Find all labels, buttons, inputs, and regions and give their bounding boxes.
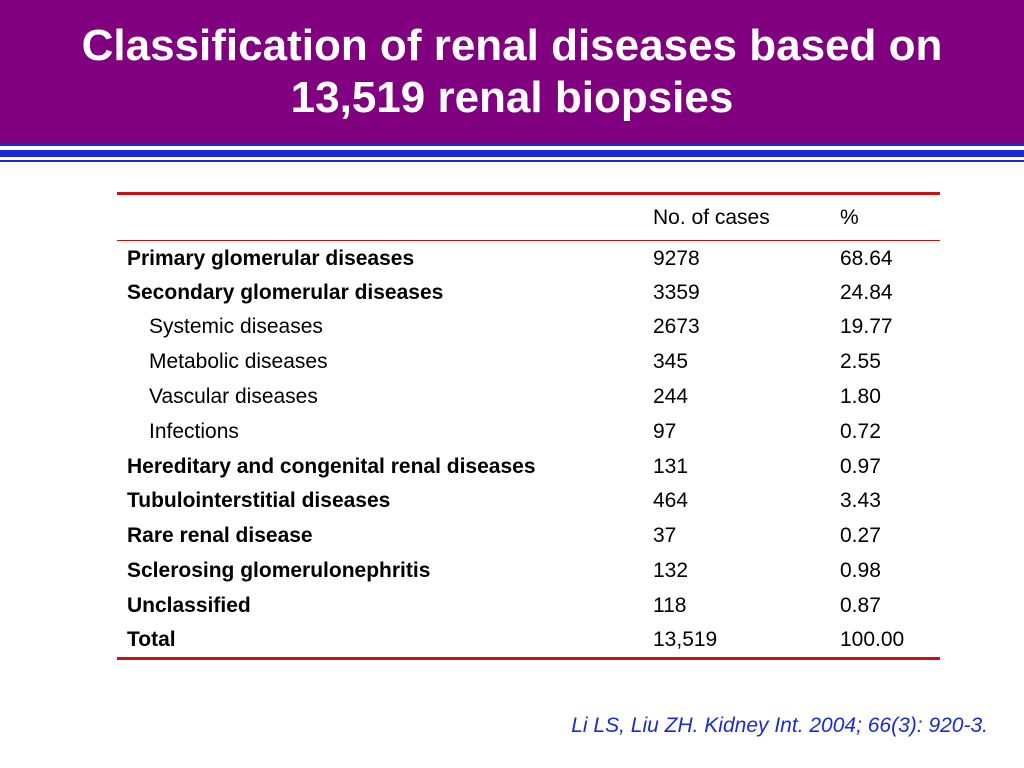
table-row: Primary glomerular diseases 9278 68.64 — [117, 241, 940, 276]
row-percent: 100.00 — [840, 627, 905, 651]
row-cases: 9278 — [653, 247, 700, 271]
row-percent: 0.72 — [840, 419, 881, 443]
title-divider-thin — [0, 143, 1024, 146]
row-cases: 464 — [653, 489, 689, 513]
table-row: Rare renal disease 37 0.27 — [117, 519, 940, 554]
row-label: Total — [127, 627, 176, 651]
row-label: Infections — [149, 419, 239, 443]
table-row: Infections 97 0.72 — [117, 414, 940, 449]
table-header-row: No. of cases % — [117, 193, 940, 241]
row-label: Metabolic diseases — [149, 350, 328, 374]
header-percent-column: % — [840, 205, 859, 229]
row-label: Systemic diseases — [149, 315, 323, 339]
slide-title: Classification of renal diseases based o… — [81, 20, 943, 122]
row-percent: 68.64 — [840, 247, 893, 271]
citation: Li LS, Liu ZH. Kidney Int. 2004; 66(3): … — [571, 714, 988, 737]
table-row: Unclassified 118 0.87 — [117, 588, 940, 623]
table-row: Secondary glomerular diseases 3359 24.84 — [117, 275, 940, 310]
row-label: Unclassified — [127, 593, 251, 617]
row-percent: 0.98 — [840, 559, 881, 583]
title-divider-bottom — [0, 160, 1024, 162]
row-cases: 118 — [653, 593, 687, 617]
row-label: Vascular diseases — [149, 385, 318, 409]
row-label: Sclerosing glomerulonephritis — [127, 559, 431, 583]
row-cases: 13,519 — [653, 627, 718, 651]
row-label: Secondary glomerular diseases — [127, 280, 444, 304]
row-cases: 244 — [653, 385, 689, 409]
title-divider-thick — [0, 150, 1024, 157]
row-percent: 0.87 — [840, 593, 881, 617]
row-percent: 0.27 — [840, 524, 881, 548]
row-percent: 19.77 — [840, 315, 893, 339]
table-body: Primary glomerular diseases 9278 68.64 Seco… — [117, 241, 940, 659]
row-label: Primary glomerular diseases — [127, 247, 415, 271]
row-percent: 0.97 — [840, 454, 881, 478]
row-label: Hereditary and congenital renal diseases — [127, 454, 536, 478]
row-cases: 132 — [653, 559, 689, 583]
table-row: Total 13,519 100.00 — [117, 623, 940, 659]
title-bar: Classification of renal diseases based o… — [0, 0, 1024, 143]
row-cases: 37 — [653, 524, 677, 548]
table-row: Hereditary and congenital renal diseases… — [117, 449, 940, 484]
table-row: Metabolic diseases 345 2.55 — [117, 345, 940, 380]
classification-table: No. of cases % Primary glomerular diseas… — [117, 192, 940, 660]
row-cases: 131 — [653, 454, 689, 478]
row-percent: 1.80 — [840, 385, 881, 409]
row-label: Tubulointerstitial diseases — [127, 489, 391, 513]
row-cases: 3359 — [653, 280, 700, 304]
header-cases-column: No. of cases — [653, 205, 770, 229]
row-cases: 97 — [653, 419, 677, 443]
row-percent: 2.55 — [840, 350, 881, 374]
table-row: Vascular diseases 244 1.80 — [117, 380, 940, 415]
row-cases: 2673 — [653, 315, 700, 339]
row-label: Rare renal disease — [127, 524, 313, 548]
header-label-column — [117, 194, 643, 241]
row-cases: 345 — [653, 350, 689, 374]
row-percent: 3.43 — [840, 489, 881, 513]
table-row: Systemic diseases 2673 19.77 — [117, 310, 940, 345]
table-row: Tubulointerstitial diseases 464 3.43 — [117, 484, 940, 519]
classification-table-container: No. of cases % Primary glomerular diseas… — [117, 192, 940, 660]
table-row: Sclerosing glomerulonephritis 132 0.98 — [117, 554, 940, 589]
row-percent: 24.84 — [840, 280, 893, 304]
